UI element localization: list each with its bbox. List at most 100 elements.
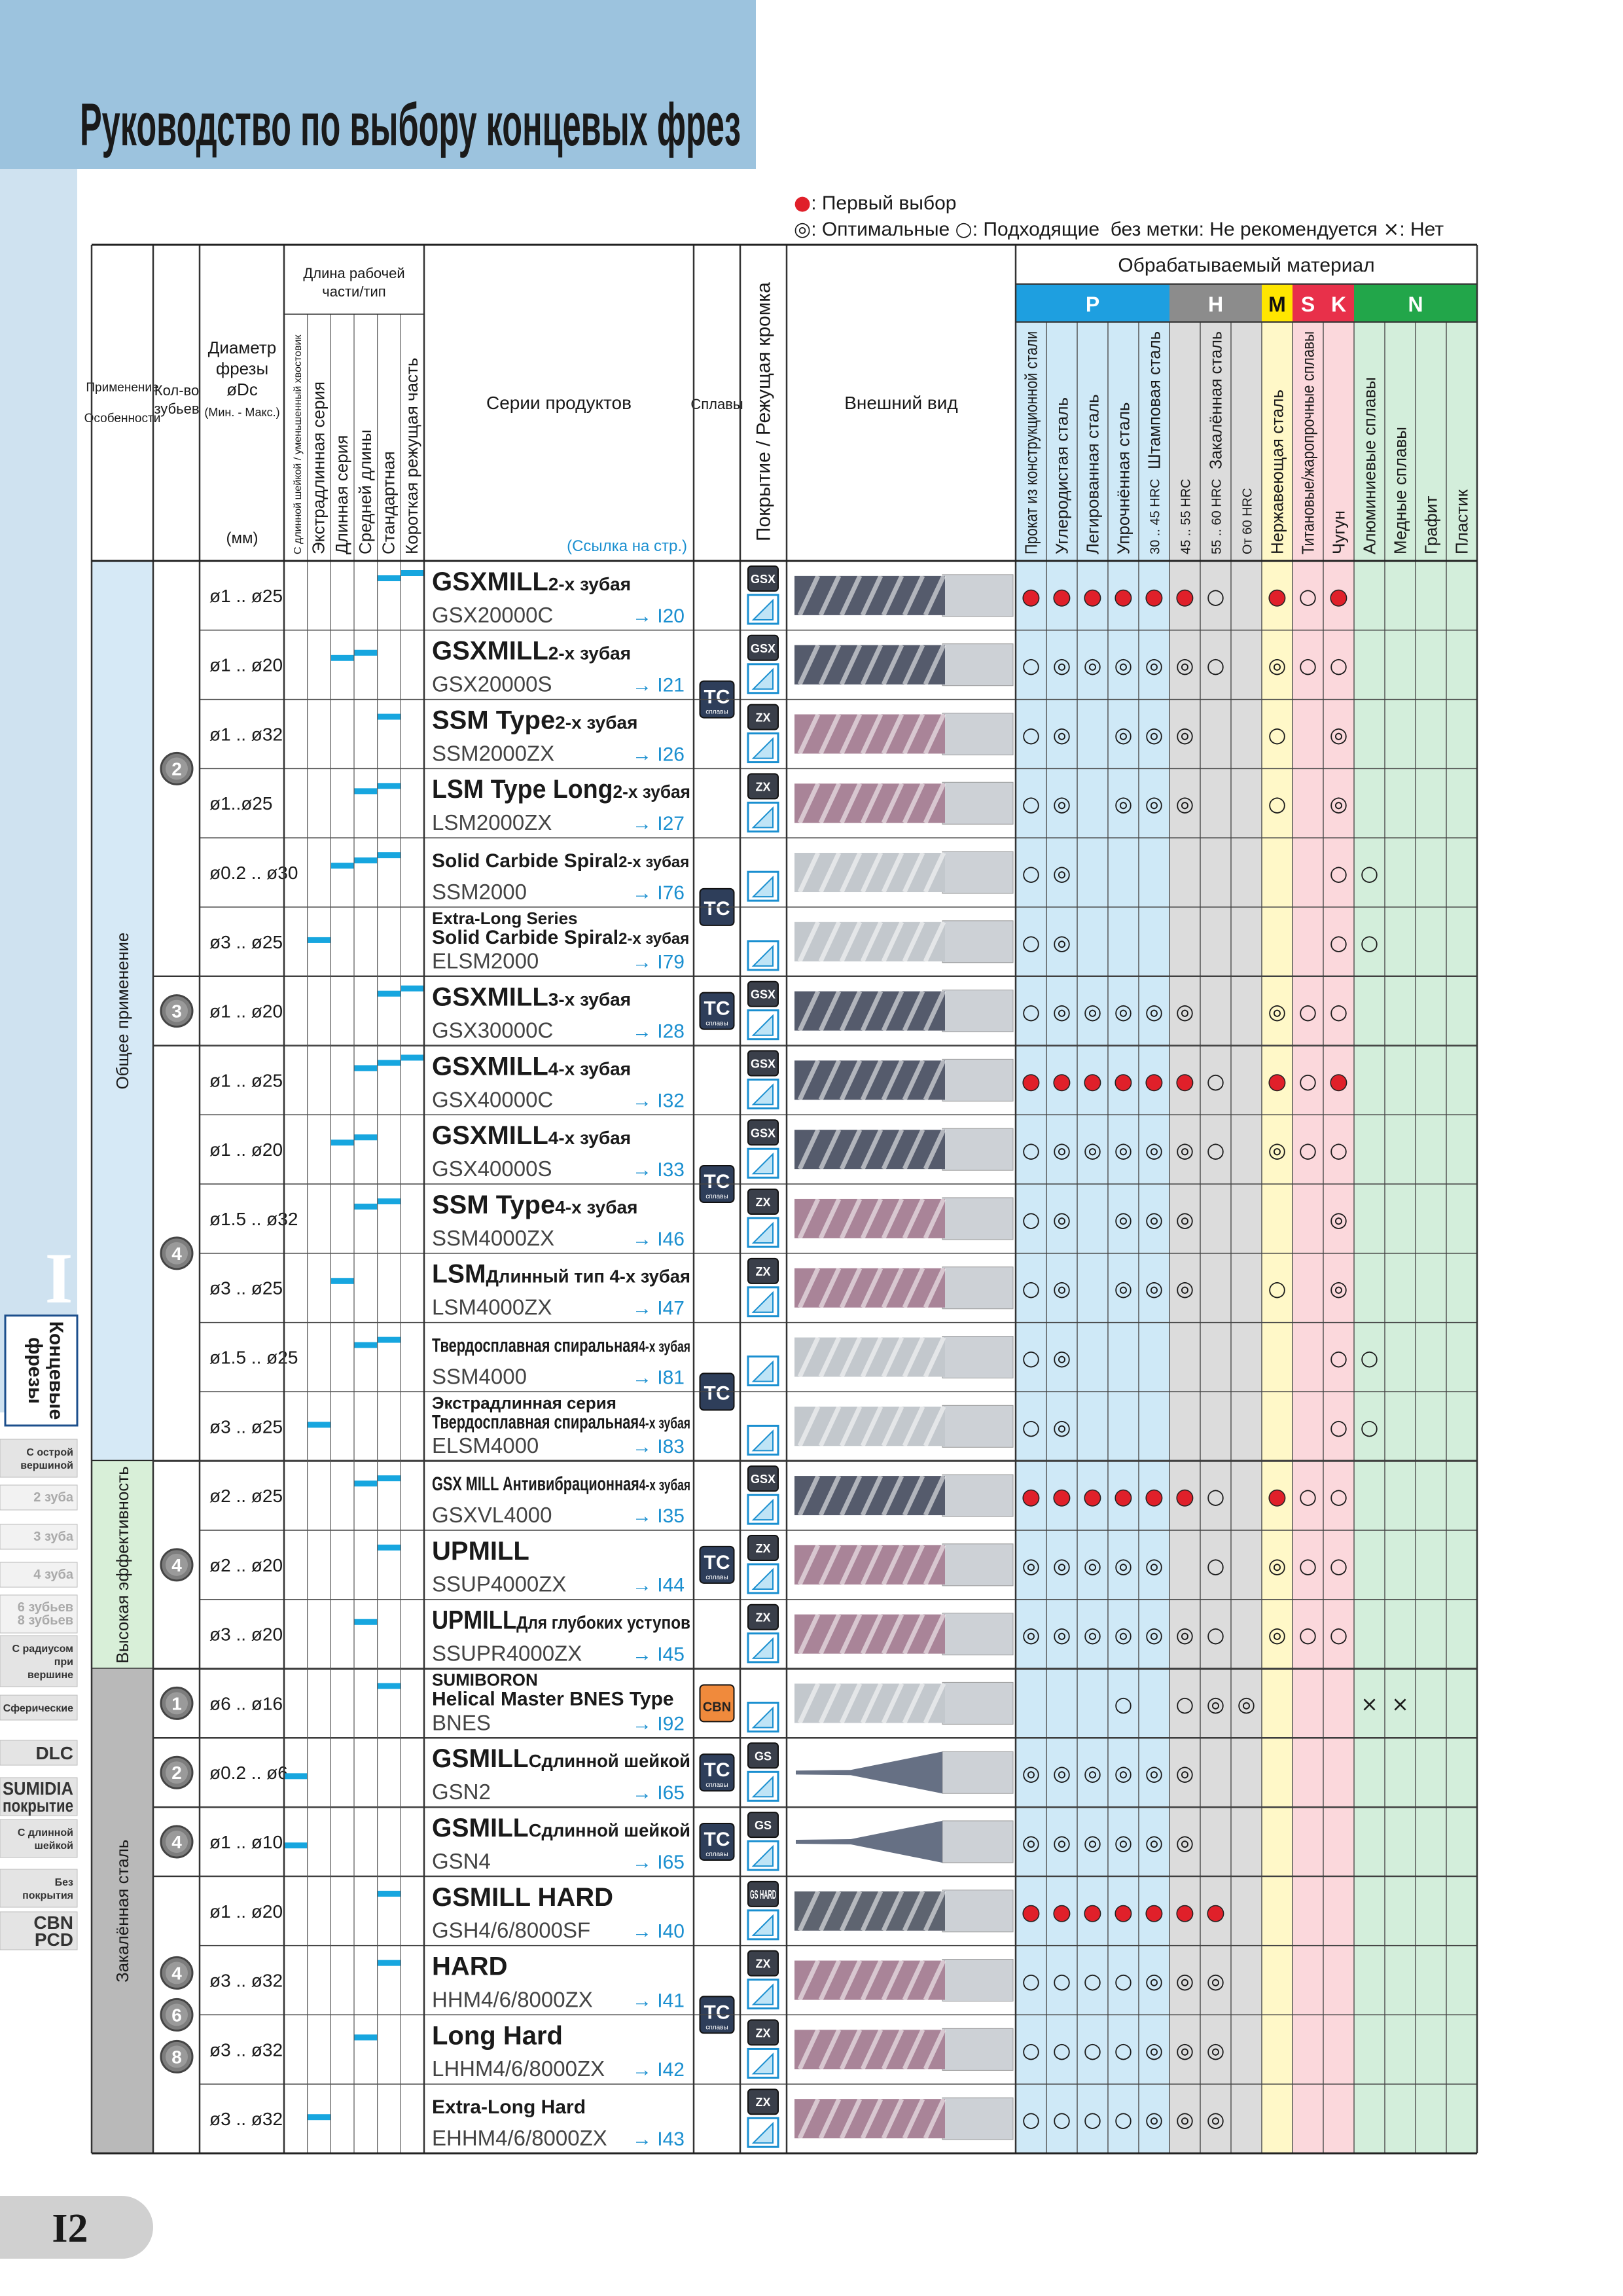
tool-flute: [902, 1682, 925, 1724]
rating: ○: [1022, 1346, 1041, 1371]
series-ref: → I92: [632, 1713, 685, 1734]
material-group-header: [1016, 284, 1169, 322]
series-code: EHHM4/6/8000ZX: [432, 2126, 607, 2150]
length-bar: [284, 1773, 308, 1780]
coating-label: ZX: [755, 2026, 770, 2039]
rating: ◎: [1268, 1138, 1287, 1162]
tool-flute: [839, 1613, 863, 1655]
head-coating: Покрытие / Режущая кромка: [753, 282, 775, 541]
length-bar: [377, 1960, 401, 1966]
rating: ◎: [1084, 1138, 1102, 1162]
series-sub: 4-х зубая: [555, 1197, 637, 1217]
length-bar: [354, 857, 378, 864]
tool-shank: [942, 1058, 1014, 1102]
tool-shank: [942, 1405, 1014, 1448]
tool-flute: [902, 1059, 925, 1101]
tool-flute: [923, 1475, 946, 1516]
edge-icon-shape: [751, 875, 774, 898]
series-ref: → I43: [632, 2128, 685, 2150]
tool-flute: [923, 1059, 946, 1101]
rating: ○: [1268, 1276, 1287, 1301]
series-sub: Сдлинной шейкой: [529, 1820, 690, 1840]
alloy-sub: сплавы: [705, 1782, 728, 1789]
nav-item-bg: [0, 1484, 78, 1511]
nav-item: покрытие: [3, 1795, 73, 1816]
rating: ●: [1022, 1484, 1041, 1509]
series-name: HARD: [432, 1952, 508, 1981]
rating: ○: [1299, 1553, 1317, 1578]
alloy-label: TC: [704, 898, 730, 920]
rating: ◎: [1145, 1969, 1164, 1994]
material-group-label: M: [1268, 293, 1286, 316]
rating: ◎: [1115, 1138, 1133, 1162]
rating: ●: [1268, 1068, 1287, 1093]
series-sub: Для глубоких уступов: [516, 1613, 690, 1633]
rating: ◎: [1145, 722, 1164, 747]
length-bar: [377, 1336, 401, 1343]
rating: ◎: [1176, 1138, 1194, 1162]
legend-symbol: ○: [955, 218, 972, 241]
tool-flute: [860, 575, 883, 617]
rating: ○: [1022, 2037, 1041, 2062]
rating: ○: [1299, 1484, 1317, 1509]
rating: ◎: [1145, 1207, 1164, 1232]
series-code: SSM2000: [432, 880, 527, 904]
coating-label: ZX: [755, 1542, 770, 1555]
tool-flute: [797, 1544, 821, 1586]
material-hrc: От 60 HRC: [1241, 488, 1255, 554]
series-ref: → I20: [632, 605, 685, 627]
tool-flute: [902, 1960, 925, 2001]
tool-flute: [860, 852, 883, 893]
coating-badge: [747, 1880, 779, 1907]
series-code: GSN2: [432, 1780, 491, 1804]
head-length-column: Средней длины: [355, 429, 375, 554]
series-sub: 2-х зубая: [618, 930, 689, 948]
coating-badge: [747, 1604, 779, 1630]
tool-flute: [860, 1336, 883, 1378]
series-name: GSMILLСдлинной шейкой: [432, 1814, 690, 1842]
alloy-badge: [699, 1753, 735, 1792]
length-bar: [377, 1060, 401, 1066]
nav-item: покрытия: [22, 1890, 73, 1901]
teeth-count: 4: [171, 1555, 182, 1575]
tool-flute: [923, 1267, 946, 1309]
tool-flute: [818, 1198, 842, 1240]
tool-flute: [860, 713, 883, 755]
tool-shank: [942, 1197, 1014, 1240]
length-bar: [377, 1198, 401, 1205]
tool-flute: [818, 1544, 842, 1586]
rating: ○: [1207, 1553, 1225, 1578]
length-bar: [401, 985, 424, 992]
alloy-badge: [699, 1684, 735, 1723]
diameter: ø3 .. ø25: [209, 1278, 283, 1299]
length-bar: [377, 1683, 401, 1689]
diameter: ø3 .. ø32: [209, 2109, 283, 2129]
length-bar: [354, 1480, 378, 1487]
tool-shank: [942, 1266, 1014, 1310]
coating-label: GSX: [751, 1473, 776, 1486]
diameter: ø3 .. ø20: [209, 1624, 283, 1645]
rating: ◎: [1268, 999, 1287, 1024]
tool-flute: [902, 990, 925, 1032]
rating: ◎: [1176, 1623, 1194, 1647]
rating: ○: [1299, 1068, 1317, 1093]
rating: ○: [1207, 1484, 1225, 1509]
rating: ●: [1053, 1068, 1071, 1093]
coating-badge: [747, 704, 779, 730]
edge-icon-shape: [751, 2121, 774, 2144]
rating: ○: [1330, 653, 1348, 678]
diameter: ø1 .. ø20: [209, 1901, 283, 1922]
alloy-label: CBN: [703, 1700, 731, 1714]
series-name: GSXMILL3-х зубая: [432, 983, 631, 1012]
tool-flute: [818, 921, 842, 963]
diameter: ø1 .. ø10: [209, 1832, 283, 1852]
series-ref: → I46: [632, 1229, 685, 1250]
rating: ●: [1084, 1899, 1102, 1924]
series-code: LSM2000ZX: [432, 810, 552, 834]
teeth-icon-inner: [166, 1692, 188, 1715]
rating: ◎: [1176, 999, 1194, 1024]
rating: ◎: [1053, 1553, 1071, 1578]
length-bar: [377, 783, 401, 789]
teeth-icon-inner: [166, 2045, 188, 2068]
series-code: GSX20000C: [432, 603, 553, 627]
